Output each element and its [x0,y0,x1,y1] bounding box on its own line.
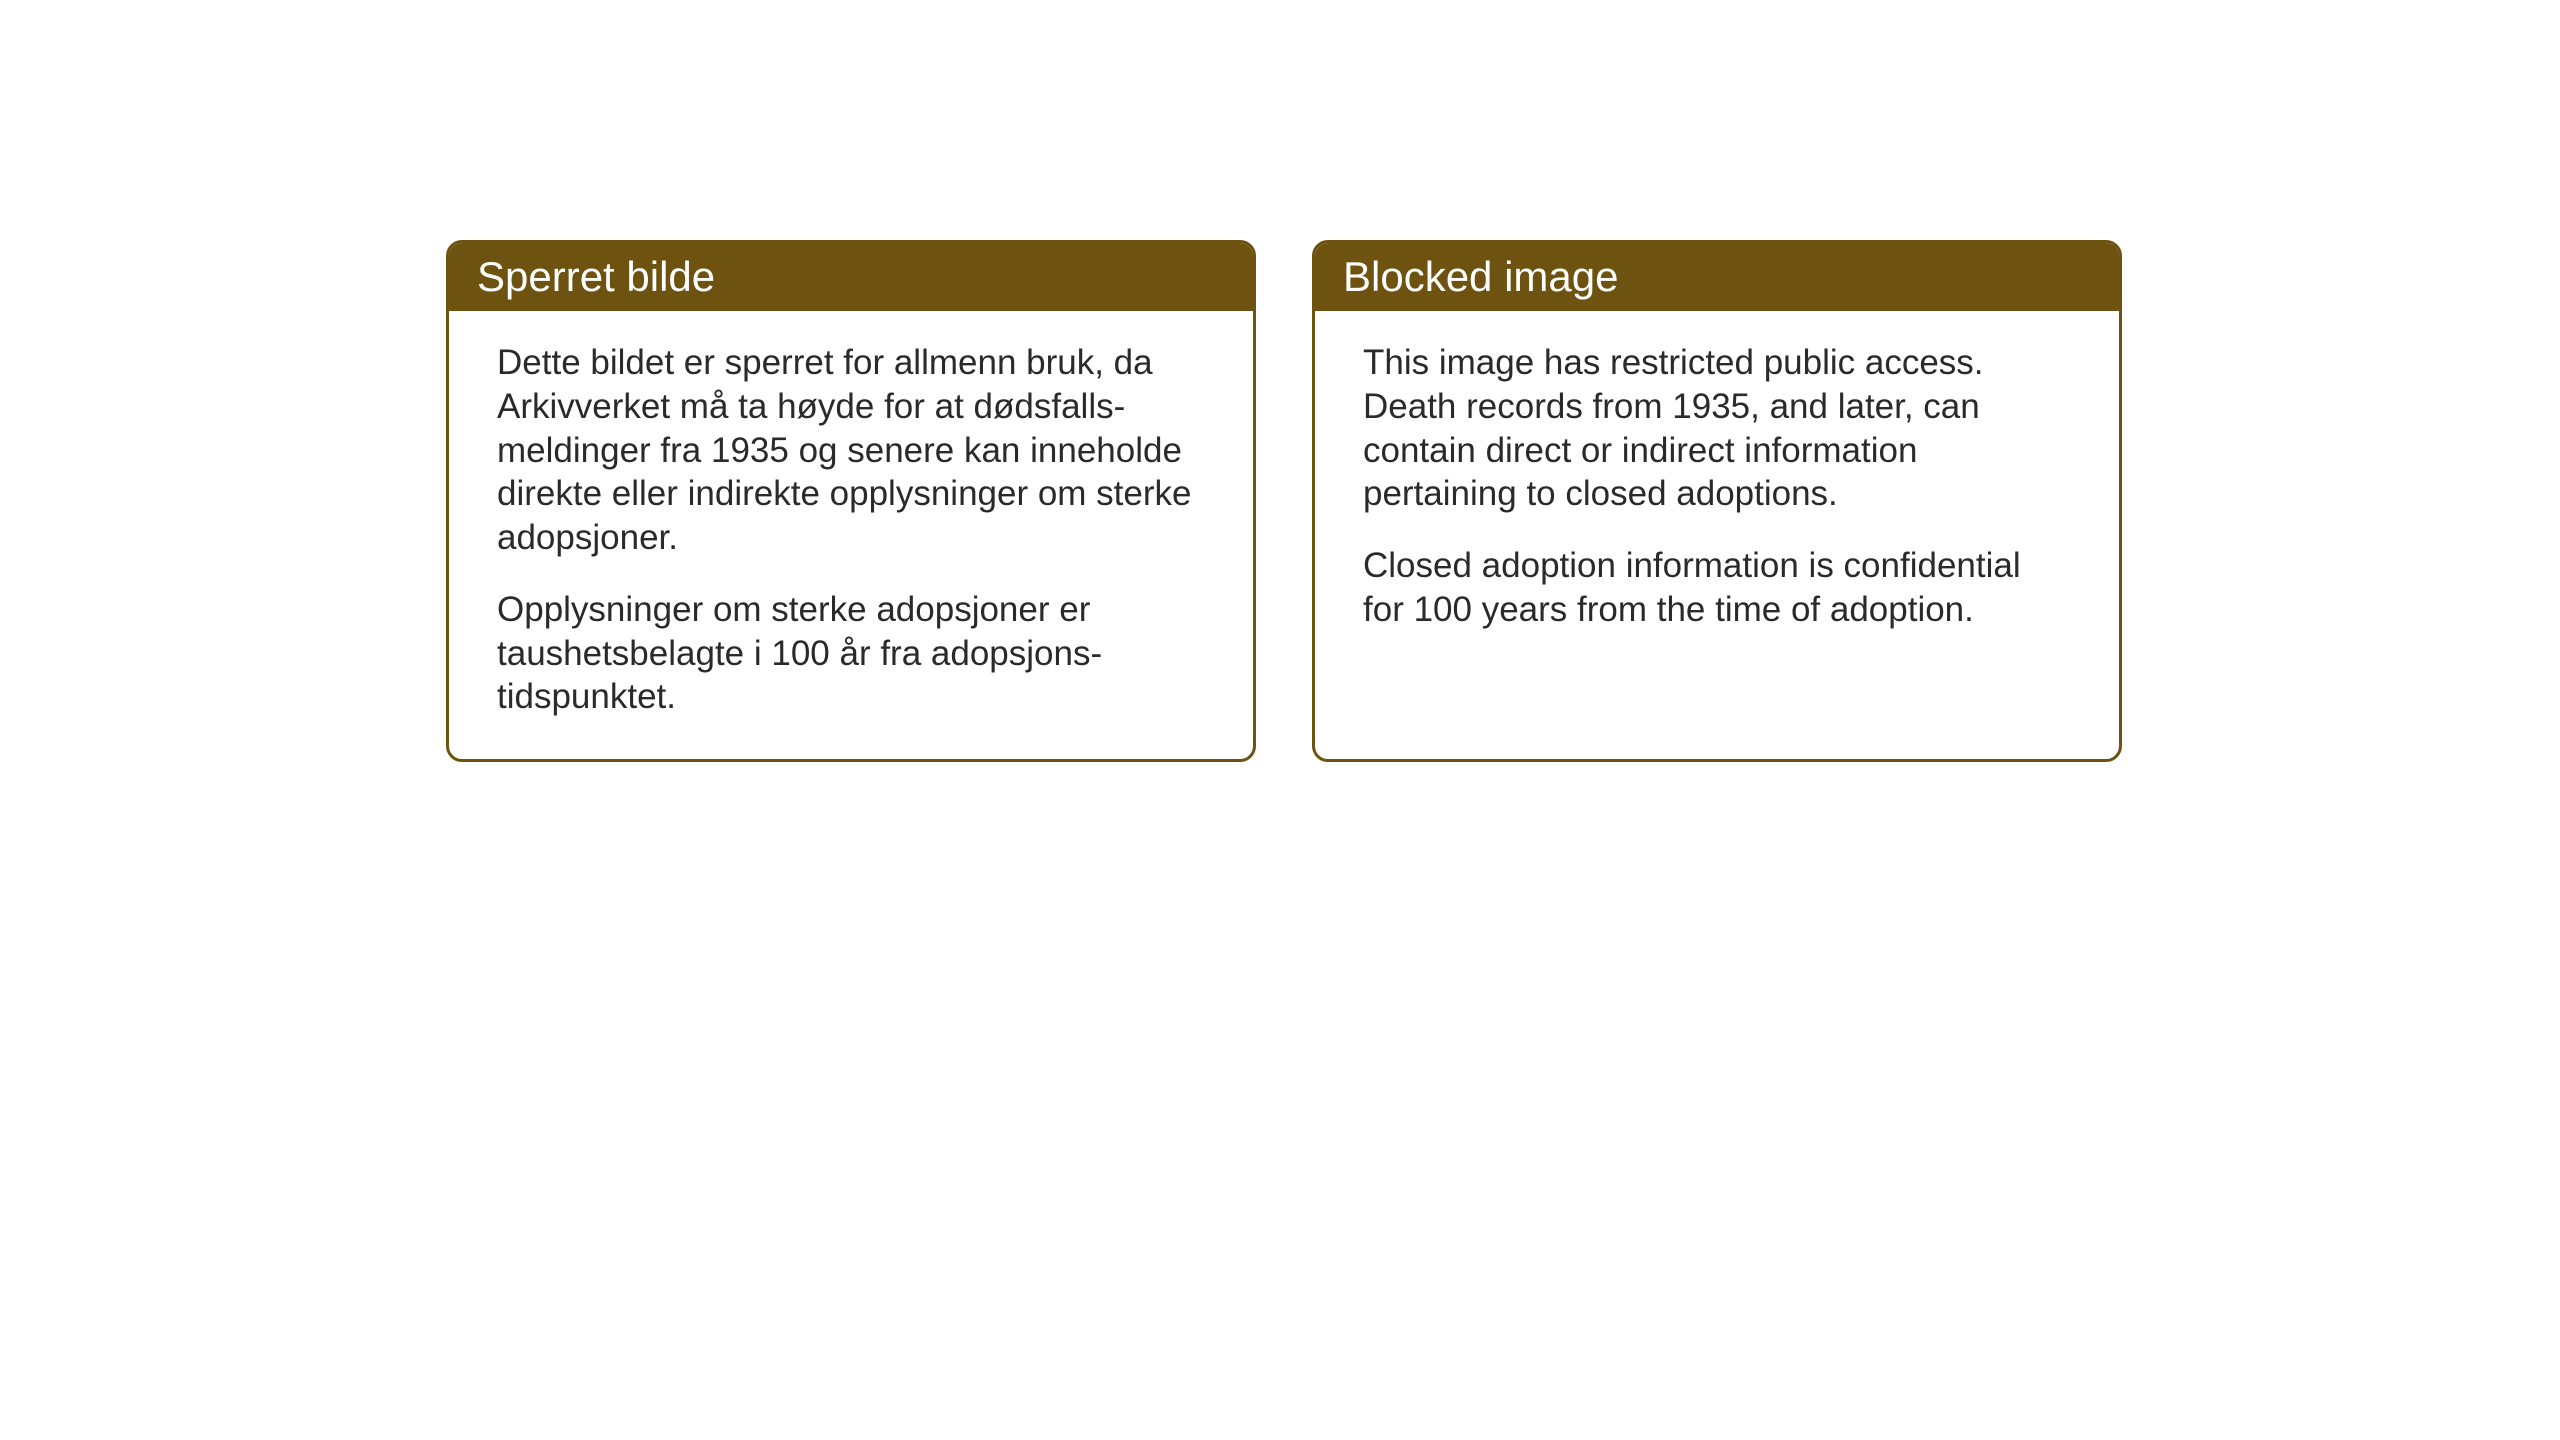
card-body-norwegian: Dette bildet er sperret for allmenn bruk… [449,311,1253,759]
notice-cards-container: Sperret bilde Dette bildet er sperret fo… [446,240,2122,762]
notice-card-norwegian: Sperret bilde Dette bildet er sperret fo… [446,240,1256,762]
card-paragraph-2-english: Closed adoption information is confident… [1363,544,2071,632]
card-header-norwegian: Sperret bilde [449,243,1253,311]
card-body-english: This image has restricted public access.… [1315,311,2119,672]
notice-card-english: Blocked image This image has restricted … [1312,240,2122,762]
card-header-english: Blocked image [1315,243,2119,311]
card-paragraph-1-norwegian: Dette bildet er sperret for allmenn bruk… [497,341,1205,560]
card-title-english: Blocked image [1343,253,1618,300]
card-paragraph-2-norwegian: Opplysninger om sterke adopsjoner er tau… [497,588,1205,719]
card-paragraph-1-english: This image has restricted public access.… [1363,341,2071,516]
card-title-norwegian: Sperret bilde [477,253,715,300]
